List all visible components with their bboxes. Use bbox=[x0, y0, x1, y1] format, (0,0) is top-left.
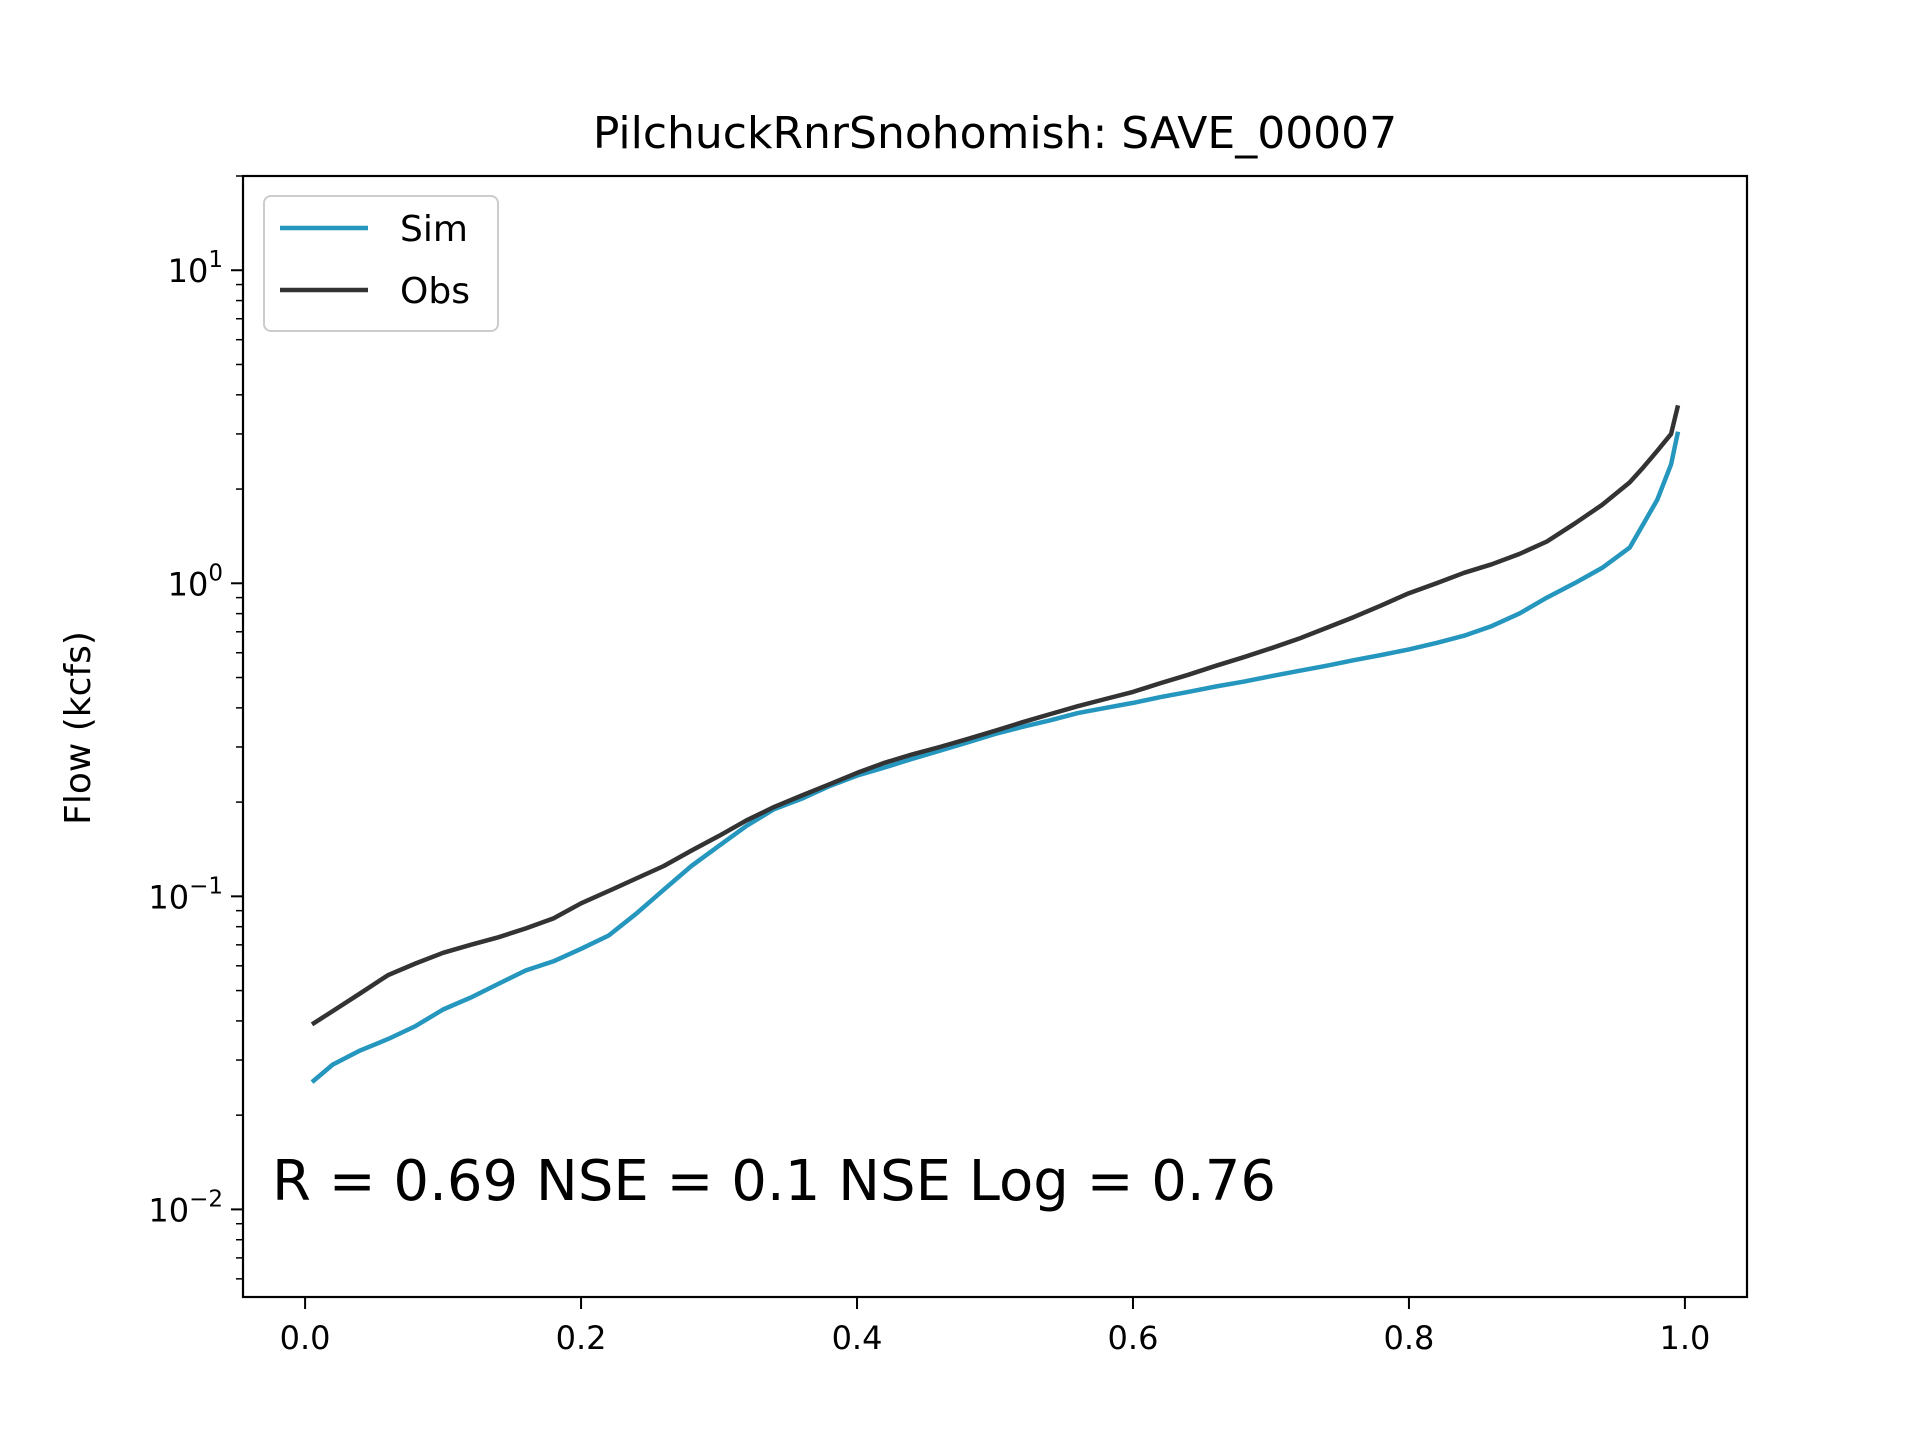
legend: Sim Obs bbox=[263, 195, 499, 332]
y-tick-label: 10−2 bbox=[148, 1186, 223, 1229]
legend-sim-label: Sim bbox=[400, 209, 468, 250]
legend-obs-label: Obs bbox=[400, 271, 470, 312]
y-axis-label: Flow (kcfs) bbox=[58, 631, 99, 825]
x-tick-label: 0.2 bbox=[556, 1319, 607, 1357]
series-line-sim bbox=[310, 431, 1681, 1084]
y-axis: 101 100 10−1 10−2 bbox=[148, 175, 243, 1280]
y-tick-label: 101 bbox=[168, 247, 223, 290]
stats-annotation: R = 0.69 NSE = 0.1 NSE Log = 0.76 bbox=[272, 1149, 1276, 1214]
x-tick-label: 0.4 bbox=[832, 1319, 883, 1357]
series-line-obs bbox=[310, 404, 1681, 1027]
y-tick-label: 100 bbox=[168, 560, 223, 603]
chart-title: PilchuckRnrSnohomish: SAVE_00007 bbox=[593, 108, 1397, 159]
x-tick-label: 0.0 bbox=[280, 1319, 331, 1357]
y-tick-label: 10−1 bbox=[148, 873, 223, 916]
plot-frame bbox=[241, 174, 1749, 1299]
x-tick-label: 0.6 bbox=[1108, 1319, 1159, 1357]
x-tick-label: 0.8 bbox=[1383, 1319, 1434, 1357]
x-axis: 0.0 0.2 0.4 0.6 0.8 1.0 bbox=[280, 1297, 1710, 1357]
x-tick-label: 1.0 bbox=[1659, 1319, 1710, 1357]
plot-area bbox=[310, 404, 1681, 1084]
